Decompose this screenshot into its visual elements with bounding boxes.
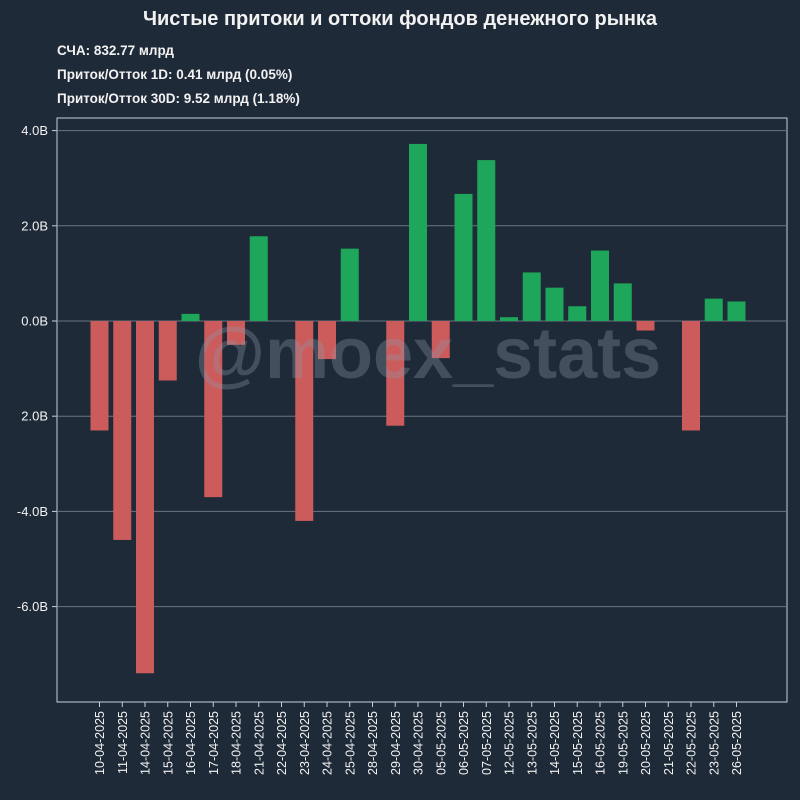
bar-12-05-2025	[500, 317, 518, 321]
x-tick-label: 19-05-2025	[616, 711, 630, 775]
bar-25-04-2025	[340, 248, 359, 321]
bar-14-05-2025	[545, 287, 564, 321]
y-tick-label: 2.0B	[21, 218, 48, 233]
y-axis-ticks: 4.0B 2.0B 0.0B 2.0B -4.0B -6.0B	[17, 123, 57, 614]
x-tick-label: 11-04-2025	[116, 711, 130, 774]
x-tick-label: 14-04-2025	[139, 711, 153, 775]
bar-10-04-2025	[90, 321, 109, 431]
chart-title: Чистые притоки и оттоки фондов денежного…	[142, 8, 658, 30]
x-tick-label: 16-04-2025	[184, 711, 198, 775]
bar-29-04-2025	[386, 321, 405, 426]
bar-05-05-2025	[431, 321, 450, 359]
x-tick-label: 07-05-2025	[480, 711, 494, 775]
x-tick-label: 15-04-2025	[161, 711, 175, 775]
x-tick-label: 25-04-2025	[343, 711, 357, 775]
x-tick-label: 12-05-2025	[503, 711, 517, 775]
y-tick-label: 2.0B	[21, 409, 48, 424]
x-tick-label: 18-04-2025	[230, 711, 244, 775]
bar-19-05-2025	[613, 283, 632, 321]
y-tick-label: 0.0B	[21, 314, 48, 329]
x-tick-label: 14-05-2025	[548, 711, 562, 775]
bar-16-04-2025	[181, 313, 200, 321]
nav-info: СЧА: 832.77 млрд	[57, 43, 174, 58]
bar-15-05-2025	[568, 306, 587, 321]
bar-15-04-2025	[158, 321, 177, 381]
x-tick-label: 10-04-2025	[93, 711, 107, 775]
y-tick-label: -4.0B	[17, 504, 48, 519]
bar-07-05-2025	[477, 160, 496, 321]
bar-24-04-2025	[318, 321, 336, 360]
bars	[90, 143, 746, 674]
flow-1d-info: Приток/Отток 1D: 0.41 млрд (0.05%)	[57, 67, 293, 82]
x-tick-label: 13-05-2025	[525, 711, 539, 775]
x-tick-label: 30-04-2025	[412, 711, 426, 775]
flow-30d-info: Приток/Отток 30D: 9.52 млрд (1.18%)	[57, 91, 300, 106]
x-tick-label: 15-05-2025	[571, 711, 585, 775]
y-tick-label: 4.0B	[21, 123, 48, 138]
bar-23-05-2025	[704, 298, 723, 321]
bar-26-05-2025	[727, 301, 746, 321]
bar-16-05-2025	[591, 250, 609, 321]
bar-06-05-2025	[454, 193, 473, 321]
x-tick-label: 24-04-2025	[321, 711, 335, 775]
x-tick-label: 23-05-2025	[707, 711, 721, 775]
y-tick-label: -6.0B	[17, 599, 48, 614]
x-tick-label: 06-05-2025	[457, 711, 471, 775]
x-tick-label: 22-04-2025	[275, 711, 289, 775]
watermark: @moex_stats	[195, 314, 661, 394]
bar-23-04-2025	[295, 321, 314, 521]
x-tick-label: 29-04-2025	[389, 711, 403, 775]
bar-30-04-2025	[409, 143, 427, 321]
bar-22-05-2025	[682, 321, 700, 431]
bar-11-04-2025	[113, 321, 132, 540]
x-tick-label: 22-05-2025	[685, 711, 699, 775]
x-tick-label: 20-05-2025	[639, 711, 653, 775]
bar-17-04-2025	[204, 321, 223, 498]
bar-14-04-2025	[136, 321, 154, 674]
x-axis-ticks: 10-04-2025 11-04-2025 14-04-2025 15-04-2025…	[93, 702, 744, 775]
grid-lines	[57, 130, 787, 608]
bar-13-05-2025	[522, 272, 541, 321]
plot-frame	[56, 117, 788, 703]
bar-21-04-2025	[249, 236, 268, 321]
bar-20-05-2025	[636, 321, 655, 331]
bar-18-04-2025	[227, 321, 245, 345]
x-tick-label: 16-05-2025	[594, 711, 608, 775]
x-tick-label: 17-04-2025	[207, 711, 221, 775]
x-tick-label: 21-05-2025	[662, 711, 676, 775]
x-tick-label: 26-05-2025	[730, 711, 744, 775]
x-tick-label: 21-04-2025	[252, 711, 266, 775]
x-tick-label: 28-04-2025	[366, 711, 380, 775]
x-tick-label: 23-04-2025	[298, 711, 312, 775]
x-tick-label: 05-05-2025	[434, 711, 448, 775]
